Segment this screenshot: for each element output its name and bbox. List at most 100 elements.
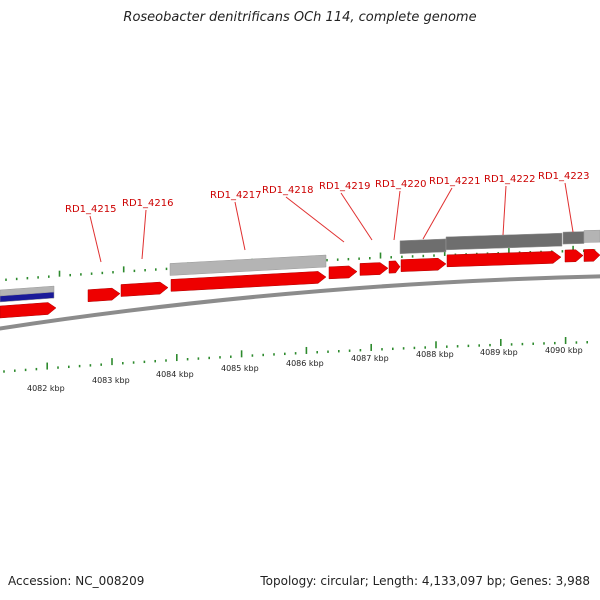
scale-dot [327,350,329,353]
kbp-label: 4088 kbp [416,350,454,359]
cds-arrow[interactable] [328,265,358,280]
cds-arrow[interactable] [0,302,57,319]
gene-label[interactable]: RD1_4218 [262,185,313,196]
tick-dot [48,275,50,278]
gene-label[interactable]: RD1_4217 [210,190,261,201]
scale-dot [381,348,383,351]
tick-dot [69,273,71,277]
cds-arrow[interactable] [388,260,401,274]
kbp-label: 4087 kbp [351,354,389,363]
gene-label[interactable]: RD1_4216 [122,198,173,209]
tick-dot [422,254,425,258]
scale-dot [478,344,480,347]
tick-dot [112,271,114,274]
tick-dot [144,269,146,272]
cds-arrow[interactable] [446,251,562,268]
leader-line [422,187,453,240]
scale-dot [230,355,232,358]
cds-arrow[interactable] [87,287,121,302]
leader-line [89,215,102,263]
scale-dot [543,342,545,345]
scale-dot [586,341,588,344]
scale-dot [456,345,459,348]
cds-arrow[interactable] [120,281,169,297]
gene-label[interactable]: RD1_4215 [65,204,116,215]
scale-dot [197,357,200,360]
tick-dot [369,257,371,260]
kbp-label: 4089 kbp [480,348,518,357]
tick-dot [5,278,7,281]
tick-dot [401,255,403,259]
gene-bar-dark[interactable] [562,231,585,245]
scale-dot [284,352,286,356]
gene-label[interactable]: RD1_4220 [375,179,426,190]
cds-arrow[interactable] [170,271,327,292]
scale-dot [554,341,556,345]
kbp-label: 4090 kbp [545,346,583,355]
tick-dot [561,250,564,253]
kbp-label: 4083 kbp [92,376,130,385]
tick-dot [433,254,435,257]
scale-dot [316,351,318,354]
tick-dot [411,255,414,258]
leader-line [141,209,147,260]
scale-dot [510,343,513,346]
gene-bar[interactable] [169,254,327,276]
tick-dot [133,269,136,273]
scale-dot [132,361,135,364]
rna-bar[interactable] [0,291,55,303]
tick-dot [15,277,18,281]
genome-summary-text: Topology: circular; Length: 4,133,097 bp… [260,574,590,588]
kbp-scale [3,337,588,373]
scale-dot [35,367,38,371]
gene-labels: RD1_4215 RD1_4216 RD1_4217 RD1_4218 RD1_… [65,171,589,215]
leader-line [502,185,507,236]
scale-dot [251,354,254,357]
leader-line [393,190,401,241]
scale-dot [165,359,167,362]
scale-dot [359,349,362,352]
cds-arrow[interactable] [400,257,447,272]
scale-dot [575,341,578,344]
scale-dot [122,362,124,365]
tick-dot [80,273,82,276]
map-title: Roseobacter denitrificans OCh 114, compl… [123,10,477,25]
gene-bar-dark[interactable] [399,238,447,254]
cds-arrow[interactable] [583,249,600,262]
scale-dot [413,346,416,350]
tick-dot [37,276,39,279]
scale-dot [273,353,275,356]
tick-dot [26,276,29,280]
tick-dot [101,271,104,275]
tick-dot [347,257,350,261]
scale-dot [489,343,491,347]
scale-dot [3,370,5,373]
gene-label[interactable]: RD1_4221 [429,176,480,187]
tick-dot [326,258,328,262]
scale-dot [424,346,426,349]
gene-bar[interactable] [583,229,600,243]
kbp-label: 4085 kbp [221,364,259,373]
tick-dot [336,258,339,261]
scale-dot [446,345,448,348]
scale-dot [338,350,340,353]
cds-arrow[interactable] [564,249,584,263]
scale-dot [392,347,394,351]
label-leader-lines [89,182,574,263]
cds-arrow[interactable] [359,262,389,276]
leader-line [234,201,246,251]
scale-dot [219,356,221,359]
tick-dot [165,267,168,271]
cds-track [0,249,600,319]
scale-dot [348,349,351,352]
gene-label[interactable]: RD1_4219 [319,181,370,192]
tick-dot [390,256,392,259]
leader-line [340,192,373,241]
kbp-labels: 4082 kbp 4083 kbp 4084 kbp 4085 kbp 4086… [27,346,583,393]
gene-label[interactable]: RD1_4223 [538,171,589,182]
gene-bar-dark[interactable] [445,232,563,251]
scale-dot [143,360,146,364]
gene-label[interactable]: RD1_4222 [484,174,535,185]
